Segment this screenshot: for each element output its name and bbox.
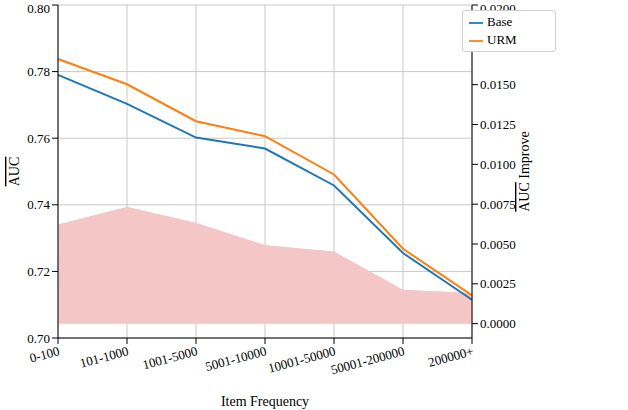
svg-text:10001-50000: 10001-50000 [266,343,337,375]
svg-text:0.0200: 0.0200 [480,1,516,16]
svg-text:0-100: 0-100 [28,343,61,365]
svg-text:0.0150: 0.0150 [480,77,516,92]
svg-text:0.80: 0.80 [27,1,50,16]
svg-text:AUC: AUC [8,157,22,187]
svg-text:1001-5000: 1001-5000 [141,343,199,372]
svg-text:0.70: 0.70 [27,331,50,346]
svg-text:0.0125: 0.0125 [480,117,516,132]
svg-text:AUC Improve: AUC Improve [517,131,532,212]
svg-text:Item Frequency: Item Frequency [221,394,309,409]
svg-text:50001-200000: 50001-200000 [329,343,406,377]
svg-text:0.78: 0.78 [27,64,50,79]
svg-text:101-1000: 101-1000 [78,343,130,370]
svg-text:0.76: 0.76 [27,131,50,146]
svg-text:200000+: 200000+ [427,343,476,369]
svg-text:0.0100: 0.0100 [480,157,516,172]
svg-text:0.0175: 0.0175 [480,37,516,52]
svg-text:0.0000: 0.0000 [480,316,516,331]
svg-text:0.0025: 0.0025 [480,276,516,291]
svg-text:0.74: 0.74 [27,197,50,212]
svg-text:0.0050: 0.0050 [480,237,516,252]
svg-text:5001-10000: 5001-10000 [204,343,269,374]
svg-text:0.72: 0.72 [27,264,50,279]
svg-text:0.0075: 0.0075 [480,197,516,212]
